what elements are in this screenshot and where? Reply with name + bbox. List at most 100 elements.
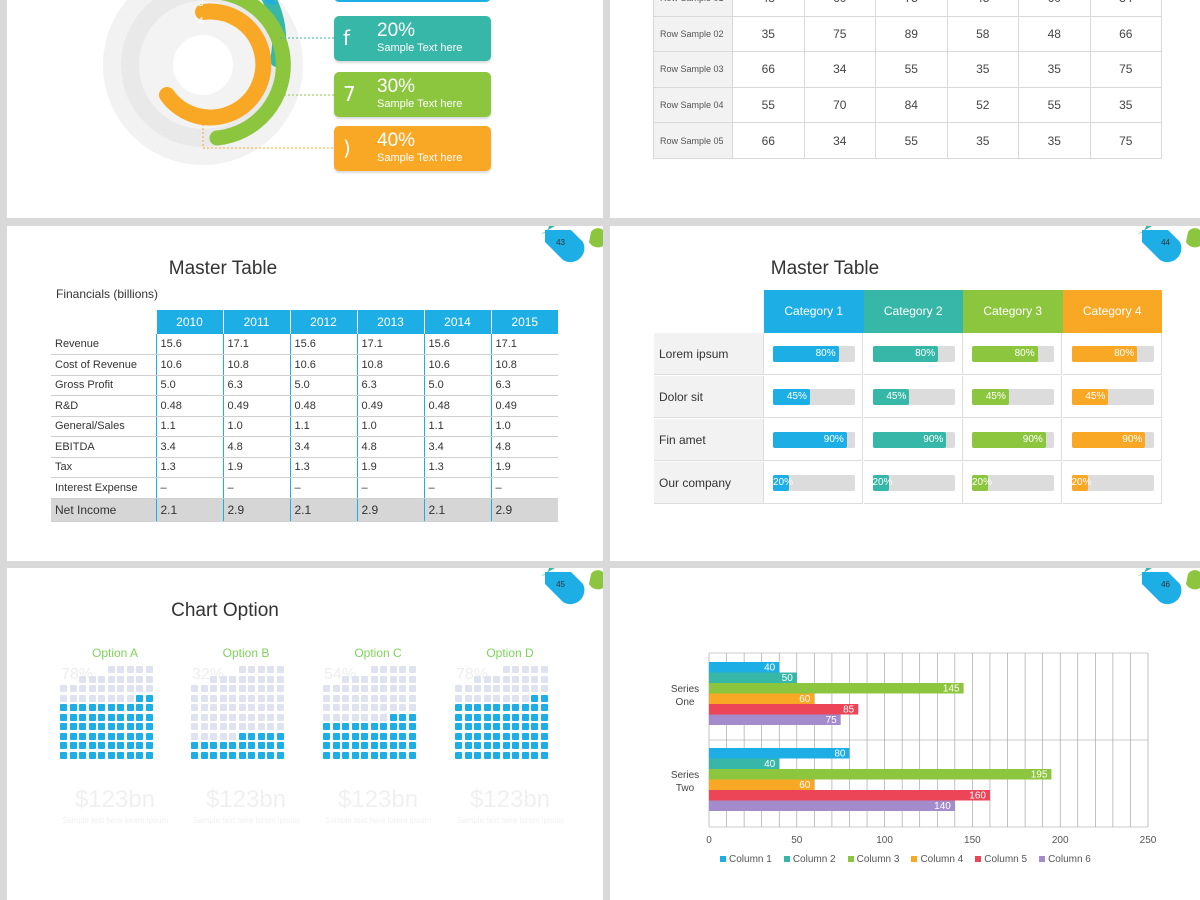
waffle-dot xyxy=(126,751,134,759)
sample-card-30[interactable]: 7 30% Sample Text here xyxy=(334,72,491,117)
waffle-dot xyxy=(200,685,208,692)
table-row: Net Income 2.1 2.9 2.1 2.9 2.1 2.9 xyxy=(51,498,558,522)
waffle-dot xyxy=(399,685,406,692)
waffle-dot xyxy=(248,751,255,759)
waffle-dot xyxy=(474,723,481,730)
table-cell: 75 xyxy=(803,15,876,53)
option-caption: Sample text here lorem ipsum xyxy=(456,816,564,825)
waffle-dot xyxy=(276,666,284,673)
progress-track: 20% xyxy=(1071,475,1154,491)
waffle-dot xyxy=(531,675,538,683)
waffle-dot xyxy=(483,694,491,702)
table-cell: 0.48 xyxy=(423,395,491,417)
bar xyxy=(709,683,964,694)
waffle-dot xyxy=(455,723,462,730)
waffle-dot xyxy=(342,675,349,683)
waffle-dot xyxy=(107,732,115,740)
slide-ring-chart[interactable]: 3 4 f 20% Sample Text here 7 30% Sample … xyxy=(7,0,603,218)
waffle-dot xyxy=(323,723,330,730)
table-cell: 1.0 xyxy=(490,416,558,437)
slide-sample-table[interactable]: Row Sample 01486075456034Row Sample 0235… xyxy=(610,0,1200,218)
waffle-dot xyxy=(389,732,397,740)
waffle-dot xyxy=(136,713,143,721)
table-cell: 4.8 xyxy=(356,436,424,458)
row-label: Row Sample 02 xyxy=(653,15,733,53)
option-value: $123bn xyxy=(469,786,551,813)
waffle-dot xyxy=(79,732,86,740)
table-row: Revenue 15.6 17.1 15.6 17.1 15.6 17.1 xyxy=(51,334,558,355)
legend-swatch xyxy=(783,856,790,862)
waffle-dot xyxy=(136,751,143,759)
waffle-dot xyxy=(229,751,236,759)
waffle-dot xyxy=(248,723,255,730)
waffle-dot xyxy=(88,732,96,740)
waffle-dot xyxy=(502,732,510,740)
category-header: Category 1 xyxy=(764,290,864,333)
waffle-dot xyxy=(370,675,378,683)
waffle-dot xyxy=(361,713,368,721)
slide-number: 43 xyxy=(556,238,565,247)
waffle-dot xyxy=(493,704,500,711)
sample-card-40[interactable]: ) 40% Sample Text here xyxy=(334,126,491,171)
table-cell: – xyxy=(490,477,558,499)
waffle-dot xyxy=(257,723,265,730)
waffle-dot xyxy=(380,704,387,711)
bar-chart: 0 50 100 150 200 250 Series One 40 50 145 60 85 75 Ser… xyxy=(671,652,1157,846)
waffle-dot xyxy=(257,685,265,692)
waffle-dot xyxy=(474,742,481,749)
waffle-dot xyxy=(464,713,472,721)
waffle-dot xyxy=(474,694,481,702)
row-label: Dolor sit xyxy=(654,376,764,418)
waffle-dot xyxy=(88,685,96,692)
progress-fill: 80% xyxy=(872,346,939,362)
waffle-dot xyxy=(60,723,67,730)
slide-chart-option[interactable]: 45 Chart Option Option A 78% $123bn Sample … xyxy=(7,568,603,900)
waffle-dot xyxy=(512,742,519,749)
bar xyxy=(709,758,780,769)
table-cell: 2.1 xyxy=(155,498,223,522)
slide-category-table[interactable]: 44 Master Table Category 1 Category 2 Cate… xyxy=(610,226,1200,561)
table-cell: 0.48 xyxy=(155,395,223,417)
waffle-dot xyxy=(248,742,255,749)
waffle-dot xyxy=(351,713,359,721)
waffle-dot xyxy=(88,742,96,749)
option-label: Option A xyxy=(91,646,139,660)
waffle-dot xyxy=(483,675,491,683)
waffle-dot xyxy=(276,742,284,749)
waffle-dot xyxy=(531,723,538,730)
legend-item: Column 3 xyxy=(847,854,899,865)
waffle-dot xyxy=(238,694,246,702)
table-cell: 15.6 xyxy=(289,334,357,355)
waffle-dot xyxy=(408,704,416,711)
waffle-dot xyxy=(238,666,246,673)
waffle-dot xyxy=(191,713,198,721)
sample-card-20[interactable]: f 20% Sample Text here xyxy=(334,16,491,61)
slide-bar-chart[interactable]: 46 0 50 100 150 200 250 Series One 40 50 145 60 85 75… xyxy=(610,568,1200,900)
waffle-dot xyxy=(351,723,359,730)
progress-fill: 20% xyxy=(972,475,992,491)
waffle-dot xyxy=(351,704,359,711)
legend-label: Column 5 xyxy=(984,854,1028,865)
waffle-dot xyxy=(88,713,96,721)
waffle-dot xyxy=(200,704,208,711)
waffle-dot xyxy=(219,732,227,740)
waffle-dot xyxy=(210,751,217,759)
waffle-dot xyxy=(361,732,368,740)
table-cell: 55 xyxy=(875,122,948,159)
waffle-dot xyxy=(107,675,115,683)
progress-fill: 90% xyxy=(1071,432,1146,448)
option-caption: Sample text here lorem ipsum xyxy=(324,816,432,825)
table-cell: 1.0 xyxy=(356,416,424,437)
progress-cell: 90% xyxy=(1062,419,1162,461)
legend-label: Column 6 xyxy=(1048,854,1091,865)
slide-financial-table[interactable]: 43 Master Table Financials (billions) 20… xyxy=(7,226,603,561)
waffle-dot xyxy=(136,694,143,702)
waffle-dot xyxy=(323,685,330,692)
legend-item: Column 2 xyxy=(783,854,836,865)
table-cell: 10.6 xyxy=(155,354,223,376)
table-cell: 6.3 xyxy=(490,375,558,396)
waffle-dot xyxy=(210,685,217,692)
waffle-dot xyxy=(117,675,124,683)
table-cell: 5.0 xyxy=(155,375,223,396)
waffle-dot xyxy=(60,713,67,721)
